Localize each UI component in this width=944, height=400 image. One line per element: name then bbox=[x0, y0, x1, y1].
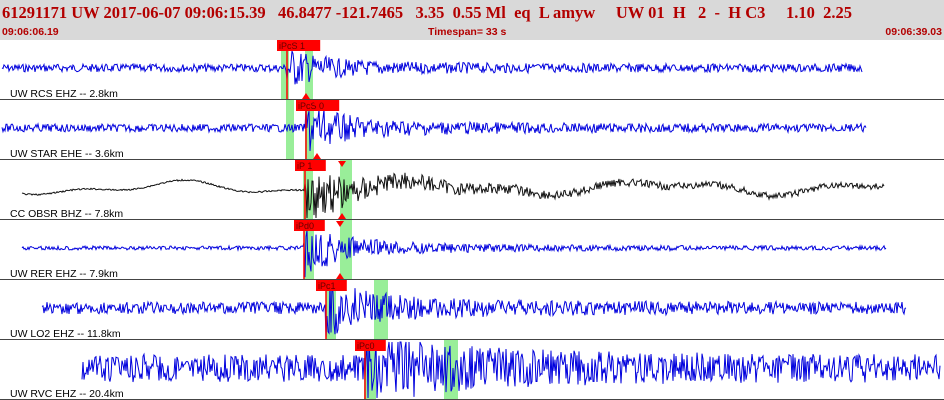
end-time-label: 09:06:39.03 bbox=[885, 26, 942, 38]
waveform-trace[interactable] bbox=[1, 107, 867, 151]
event-summary-line: 61291171 UW 2017-06-07 09:06:15.39 46.84… bbox=[2, 3, 853, 22]
arrival-marker-down-icon bbox=[336, 221, 344, 227]
pick-label-box[interactable] bbox=[355, 340, 386, 351]
pick-label: iPc0 bbox=[357, 341, 375, 351]
channel-label: UW STAR EHE -- 3.6km bbox=[10, 148, 124, 160]
arrival-marker-up-icon bbox=[338, 213, 346, 219]
pick-label: iP 1 bbox=[297, 161, 312, 171]
channel-row[interactable]: iPc0 UW RVC EHZ -- 20.4km bbox=[0, 340, 944, 400]
pick-label-box[interactable] bbox=[277, 40, 321, 51]
channel-row[interactable]: iPcS 1 UW RCS EHZ -- 2.8km bbox=[0, 40, 944, 100]
waveform-trace[interactable] bbox=[21, 230, 887, 278]
pick-label-box[interactable] bbox=[294, 220, 325, 231]
waveform-trace[interactable] bbox=[21, 172, 885, 219]
pick-label-box[interactable] bbox=[295, 160, 326, 171]
pick-label: iPcS 1 bbox=[279, 41, 305, 51]
channel-label: UW RER EHZ -- 7.9km bbox=[10, 268, 118, 280]
pick-window-highlight bbox=[304, 220, 314, 280]
channel-label: UW RCS EHZ -- 2.8km bbox=[10, 88, 118, 100]
pick-label: iPcS 0 bbox=[298, 101, 324, 111]
channel-label: UW RVC EHZ -- 20.4km bbox=[10, 388, 124, 400]
event-header: 61291171 UW 2017-06-07 09:06:15.39 46.84… bbox=[0, 0, 944, 40]
channel-row[interactable]: iPc1 UW LO2 EHZ -- 11.8km bbox=[0, 280, 944, 340]
arrival-marker-down-icon bbox=[338, 161, 346, 167]
arrival-marker-up-icon bbox=[336, 273, 344, 279]
channel-row[interactable]: iP 1 CC OBSR BHZ -- 7.8km bbox=[0, 160, 944, 220]
channel-row[interactable]: iPd0 UW RER EHZ -- 7.9km bbox=[0, 220, 944, 280]
pick-label: iPd0 bbox=[296, 221, 314, 231]
channel-label: UW LO2 EHZ -- 11.8km bbox=[10, 328, 121, 340]
pick-window-highlight bbox=[340, 160, 352, 220]
waveform-trace[interactable] bbox=[41, 281, 907, 339]
waveform-trace[interactable] bbox=[1, 50, 863, 85]
pick-label: iPc1 bbox=[318, 281, 336, 291]
waveform-trace[interactable] bbox=[81, 341, 941, 399]
channel-label: CC OBSR BHZ -- 7.8km bbox=[10, 208, 123, 220]
pick-label-box[interactable] bbox=[316, 280, 347, 291]
arrival-marker-down-icon bbox=[302, 41, 310, 47]
start-time-label: 09:06:06.19 bbox=[2, 26, 59, 38]
seismogram-panel[interactable]: iPcS 1 UW RCS EHZ -- 2.8km iPcS 0 UW STAR E… bbox=[0, 40, 944, 400]
pick-window-highlight bbox=[305, 40, 313, 100]
channel-row[interactable]: iPcS 0 UW STAR EHE -- 3.6km bbox=[0, 100, 944, 160]
arrival-marker-up-icon bbox=[302, 93, 310, 99]
arrival-marker-down-icon bbox=[313, 101, 321, 107]
arrival-marker-up-icon bbox=[313, 153, 321, 159]
timespan-label: Timespan= 33 s bbox=[428, 26, 507, 38]
pick-window-highlight bbox=[281, 40, 289, 100]
